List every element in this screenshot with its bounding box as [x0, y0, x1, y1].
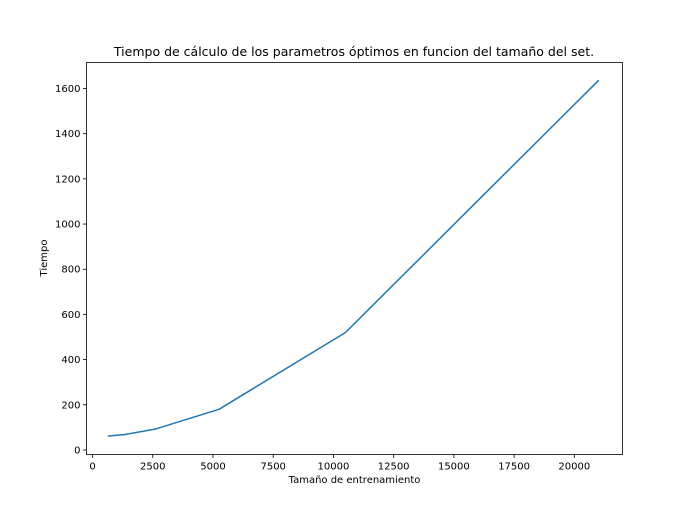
y-tick-label: 1600 — [55, 84, 80, 95]
y-axis-label: Tiempo — [39, 240, 50, 278]
y-tick-label: 0 — [74, 445, 80, 456]
x-tick-label: 0 — [89, 462, 95, 473]
x-tick-label: 2500 — [140, 462, 165, 473]
plot-frame — [86, 62, 623, 455]
y-tick-label: 1200 — [55, 174, 80, 185]
chart-title: Tiempo de cálculo de los parametros ópti… — [113, 44, 594, 59]
x-tick-label: 5000 — [200, 462, 225, 473]
series-line — [107, 79, 600, 437]
y-tick-label: 600 — [61, 310, 80, 321]
y-axis: 0 200 400 600 800 1000 1200 1400 1600 — [55, 84, 87, 456]
x-tick-label: 15000 — [438, 462, 470, 473]
x-tick-label: 17500 — [498, 462, 530, 473]
plot-area: 0 2500 5000 7500 10000 12500 15000 17500 20000 0… — [55, 62, 623, 473]
x-tick-label: 10000 — [318, 462, 350, 473]
y-tick-label: 1400 — [55, 129, 80, 140]
y-tick-label: 800 — [61, 265, 80, 276]
x-axis: 0 2500 5000 7500 10000 12500 15000 17500 20000 — [89, 454, 590, 473]
x-tick-label: 12500 — [378, 462, 410, 473]
y-tick-label: 1000 — [55, 220, 80, 231]
y-tick-label: 200 — [61, 400, 80, 411]
x-tick-label: 7500 — [260, 462, 285, 473]
series-group — [107, 79, 600, 437]
x-axis-label: Tamaño de entrenamiento — [288, 475, 421, 486]
y-tick-label: 400 — [61, 355, 80, 366]
x-tick-label: 20000 — [558, 462, 590, 473]
